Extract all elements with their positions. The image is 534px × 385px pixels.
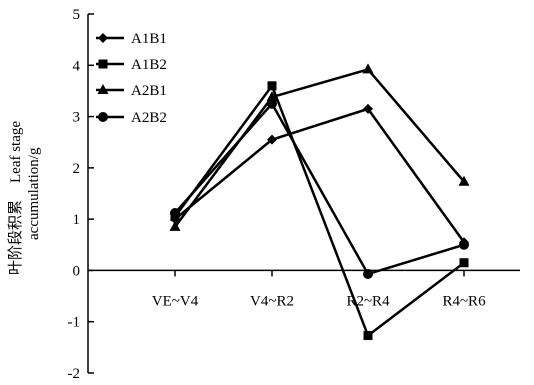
legend-label: A2B1 [131,83,167,99]
series-line-a2b1 [173,67,465,228]
series-lines [169,63,470,341]
series-line-a1b2 [173,83,465,338]
x-tick-label: V4~R2 [250,293,294,309]
y-axis-label-en-line2: accumulation/g [26,147,42,240]
y-tick-label: -1 [68,315,81,331]
y-tick-label: 0 [73,263,81,279]
data-point-square [459,258,469,268]
legend-label: A2B2 [131,110,167,126]
legend-label: A1B2 [131,57,167,73]
data-point-diamond [363,103,373,114]
data-point-circle [170,207,180,218]
y-tick-label: 4 [73,58,81,74]
y-axis-label-cn: 叶阶段积累 [7,200,24,275]
y-tick-label: 3 [73,110,81,126]
data-point-triangle [97,84,109,94]
y-tick-label: 5 [73,7,81,23]
data-point-diamond [267,134,277,145]
series-line-a1b1 [174,107,466,243]
data-point-circle [459,239,469,250]
data-point-triangle [266,91,278,102]
data-point-square [363,331,373,341]
y-axis-label-en-line1: Leaf stage [8,121,24,183]
data-point-triangle [169,220,181,231]
x-tick-label: VE~V4 [152,293,199,309]
data-point-circle [98,112,108,122]
data-point-triangle [362,63,374,74]
x-tick-label: R4~R6 [442,293,486,309]
legend-label: A1B1 [131,31,167,47]
data-point-circle [363,269,373,280]
y-tick-label: -2 [68,366,81,382]
data-point-circle [267,98,277,109]
y-tick-label: 1 [73,212,81,228]
data-point-square [98,59,108,69]
data-point-diamond [98,33,108,43]
legend: A1B1 A1B2 A2B1 A2B2 [96,31,167,126]
y-tick-label: 2 [73,161,81,177]
series-line-a2b2 [174,101,465,276]
data-point-square [267,81,277,91]
data-point-triangle [458,175,470,186]
